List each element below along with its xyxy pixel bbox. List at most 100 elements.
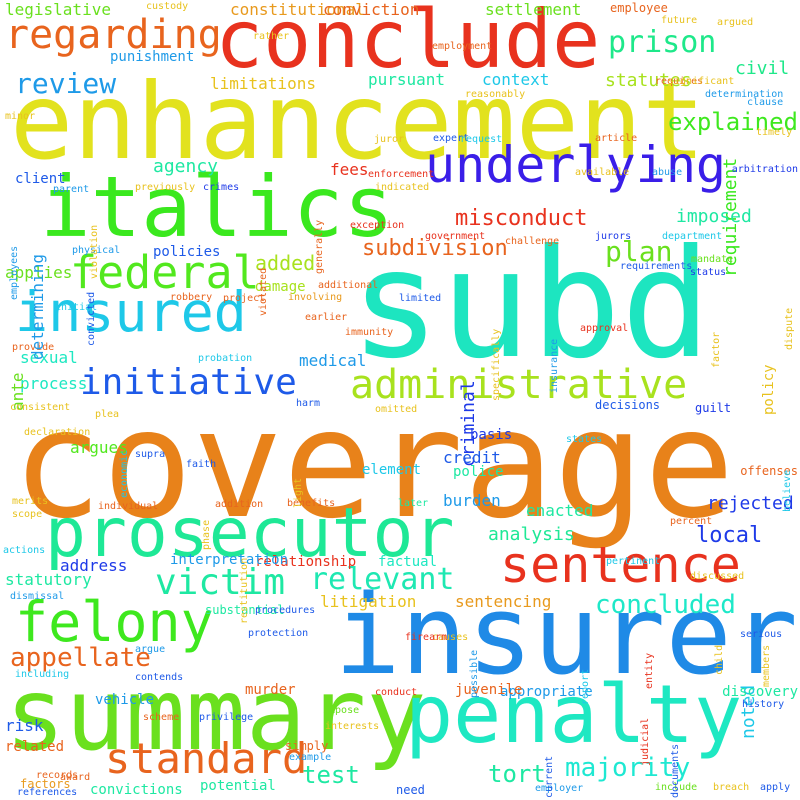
cloud-word: jurors	[595, 231, 632, 242]
cloud-word: department	[662, 231, 723, 242]
cloud-word: imposed	[676, 206, 752, 227]
cloud-word: address	[60, 556, 128, 575]
cloud-word: believe	[782, 469, 793, 512]
cloud-word: merits	[12, 496, 49, 507]
cloud-word: employment	[432, 41, 493, 52]
cloud-word: policies	[153, 244, 221, 260]
cloud-word: employees	[9, 245, 20, 300]
cloud-word: records	[36, 770, 79, 781]
cloud-word: including	[15, 669, 70, 680]
cloud-word: clause	[747, 97, 784, 108]
cloud-word: scope	[12, 509, 43, 520]
cloud-word: fees	[330, 160, 369, 179]
cloud-word: abuse	[652, 167, 683, 178]
cloud-word: crimes	[203, 182, 240, 193]
cloud-word: initiative	[80, 362, 297, 403]
cloud-word: plea	[95, 409, 120, 420]
cloud-word: guilt	[695, 401, 732, 415]
cloud-word: minor	[5, 111, 36, 122]
cloud-word: appellate	[10, 643, 151, 673]
cloud-word: actions	[3, 545, 46, 556]
cloud-word: murder	[245, 682, 296, 698]
cloud-word: light	[293, 477, 304, 508]
cloud-word: interests	[325, 721, 380, 732]
cloud-word: immunity	[345, 327, 394, 338]
cloud-word: interpretation	[170, 552, 289, 568]
cloud-word: individual	[98, 501, 159, 512]
cloud-word: physical	[72, 245, 121, 256]
cloud-word: factor	[711, 331, 722, 368]
cloud-word: impose	[323, 705, 360, 716]
cloud-word: review	[15, 67, 117, 100]
cloud-word: government	[425, 231, 486, 242]
cloud-word: earlier	[305, 312, 348, 323]
cloud-word: challenge	[505, 236, 560, 247]
cloud-word: risk	[5, 716, 44, 735]
cloud-word: appropriate	[500, 684, 593, 700]
cloud-word: enacted	[526, 501, 594, 520]
cloud-word: custody	[146, 1, 189, 12]
cloud-word: italics	[40, 158, 395, 256]
cloud-word: argued	[717, 17, 754, 28]
cloud-word: dispute	[784, 307, 795, 350]
cloud-word: entity	[644, 652, 655, 689]
cloud-word: causes	[432, 632, 469, 643]
cloud-word: future	[661, 15, 698, 26]
cloud-word: omitted	[375, 404, 418, 415]
cloud-word: history	[742, 699, 785, 710]
cloud-word: firearm	[405, 632, 448, 643]
cloud-word: pertinent	[606, 556, 661, 567]
cloud-word: reasonably	[465, 89, 526, 100]
cloud-word: child	[714, 644, 725, 675]
cloud-word: members	[761, 644, 772, 687]
cloud-word: include	[655, 782, 698, 793]
cloud-word: administrative	[350, 362, 688, 408]
cloud-word: damage	[255, 279, 306, 295]
cloud-word: provide	[12, 342, 55, 353]
cloud-word: states	[566, 434, 603, 445]
cloud-word: factors	[20, 777, 71, 791]
cloud-word: contends	[135, 672, 184, 683]
cloud-word: enhancement	[10, 61, 706, 183]
cloud-word: insurance	[549, 338, 560, 393]
cloud-word: majority	[565, 753, 691, 783]
cloud-word: faith	[186, 459, 217, 470]
cloud-word: rather	[253, 31, 290, 42]
cloud-word: limitations	[210, 74, 316, 93]
cloud-word: example	[289, 752, 332, 763]
cloud-word: current	[544, 755, 555, 798]
cloud-word: percent	[670, 516, 713, 527]
cloud-word: apply	[760, 782, 791, 793]
cloud-word: civil	[735, 58, 790, 79]
cloud-word: later	[398, 498, 429, 509]
cloud-word: available	[575, 167, 630, 178]
cloud-word: settlement	[485, 0, 582, 19]
cloud-word: summary	[5, 656, 427, 773]
cloud-word: context	[482, 70, 550, 89]
cloud-word: possible	[469, 649, 480, 698]
cloud-word: standard	[105, 734, 308, 783]
cloud-word: prison	[608, 25, 717, 60]
cloud-word: employer	[535, 783, 584, 794]
cloud-word: conclude	[215, 0, 601, 86]
cloud-word: burden	[443, 491, 501, 510]
cloud-word: project	[223, 293, 266, 304]
cloud-word: punishment	[110, 49, 195, 65]
cloud-word: privilege	[199, 712, 254, 723]
cloud-word: conduct	[375, 687, 418, 698]
cloud-word: pursuant	[368, 70, 446, 89]
cloud-word: article	[595, 133, 638, 144]
cloud-word: dismissal	[10, 591, 65, 602]
cloud-word: consistent	[10, 402, 71, 413]
cloud-word: vehicle	[95, 692, 155, 708]
cloud-word: subdivision	[362, 236, 508, 261]
cloud-word: decisions	[595, 398, 661, 412]
cloud-word: test	[302, 761, 360, 789]
cloud-word: restitution	[239, 557, 250, 624]
cloud-word: penalty	[405, 668, 743, 761]
cloud-word: need	[396, 783, 425, 797]
cloud-word: violation	[89, 224, 100, 279]
cloud-word: credit	[443, 448, 501, 467]
cloud-word: determination	[705, 89, 784, 100]
